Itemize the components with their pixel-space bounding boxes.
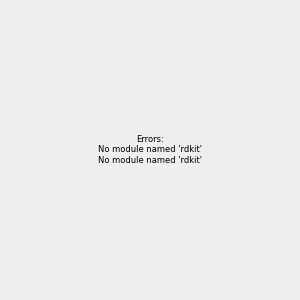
Text: Errors:
No module named 'rdkit'
No module named 'rdkit': Errors: No module named 'rdkit' No modul…	[98, 135, 202, 165]
